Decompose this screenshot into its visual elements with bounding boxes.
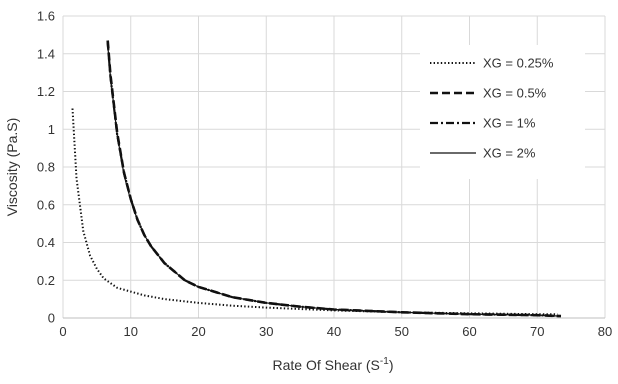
x-tick-label: 0	[59, 324, 66, 339]
legend-label-0: XG = 0.25%	[483, 56, 554, 71]
y-tick-label: 0.4	[37, 235, 55, 250]
y-tick-label: 1.2	[37, 84, 55, 99]
y-axis-label: Viscosity (Pa.S)	[4, 118, 20, 217]
y-tick-label: 0.6	[37, 197, 55, 212]
x-axis-label-superscript: -1	[380, 356, 389, 367]
x-axis-label-main: Rate Of Shear (S	[273, 357, 380, 373]
legend-label-3: XG = 2%	[483, 146, 536, 161]
series-lines	[71, 40, 562, 318]
x-tick-label: 10	[124, 324, 138, 339]
x-tick-label: 30	[259, 324, 273, 339]
x-tick-label: 20	[191, 324, 205, 339]
x-tick-label: 80	[598, 324, 612, 339]
series-line-3	[107, 44, 562, 317]
legend-label-2: XG = 1%	[483, 116, 536, 131]
x-tick-label: 70	[530, 324, 544, 339]
y-tick-label: 0	[48, 311, 55, 326]
x-axis-label: Rate Of Shear (S-1)	[273, 356, 394, 373]
legend-background	[420, 45, 585, 179]
x-tick-label: 40	[327, 324, 341, 339]
axes: 0 10 20 30 40 50 60 70 80 0 0.2 0.4 0.6 0.8 1 1.2 1.4 1.6	[37, 9, 612, 340]
y-tick-label: 1.6	[37, 9, 55, 24]
y-tick-label: 1.4	[37, 46, 55, 61]
series-line-0	[71, 108, 558, 316]
legend-label-1: XG = 0.5%	[483, 86, 547, 101]
x-tick-label: 60	[462, 324, 476, 339]
y-tick-label: 0.2	[37, 273, 55, 288]
x-axis-label-close: )	[389, 357, 394, 373]
legend: XG = 0.25% XG = 0.5% XG = 1% XG = 2%	[420, 45, 585, 179]
y-tick-label: 1	[48, 122, 55, 137]
y-tick-label: 0.8	[37, 160, 55, 175]
x-tick-label: 50	[395, 324, 409, 339]
